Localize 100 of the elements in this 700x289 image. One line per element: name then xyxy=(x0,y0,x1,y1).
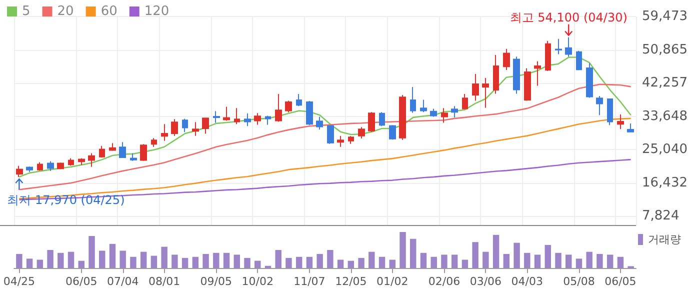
candlestick xyxy=(337,135,344,148)
bar xyxy=(596,254,603,268)
line-series xyxy=(18,56,632,178)
bar xyxy=(120,250,126,268)
candlestick xyxy=(202,118,209,134)
bar xyxy=(472,242,478,268)
candlestick xyxy=(410,86,416,114)
candlestick xyxy=(234,108,240,125)
candlestick xyxy=(493,54,499,94)
candlestick xyxy=(78,158,85,166)
candlestick xyxy=(617,114,624,130)
x-tick-label: 04/03 xyxy=(511,275,543,288)
candlestick xyxy=(627,122,634,132)
candlestick xyxy=(430,108,437,118)
x-tick-label: 11/07 xyxy=(294,275,326,288)
bar xyxy=(566,254,572,268)
candlestick xyxy=(513,56,520,94)
candlestick xyxy=(99,145,105,158)
bar xyxy=(202,254,209,268)
candlestick xyxy=(151,138,157,148)
bar xyxy=(78,260,84,268)
legend-label: 20 xyxy=(57,4,74,19)
candlestick xyxy=(68,158,74,166)
bar xyxy=(254,260,261,268)
bar xyxy=(586,252,592,268)
candlestick xyxy=(462,94,468,110)
candlestick xyxy=(171,118,178,136)
candlestick xyxy=(275,94,282,122)
candlestick xyxy=(254,112,261,126)
candlestick xyxy=(213,110,220,124)
bar xyxy=(514,242,520,268)
x-tick-label: 03/06 xyxy=(470,275,502,288)
x-tick-label: 07/04 xyxy=(107,275,139,288)
line-series xyxy=(18,84,632,190)
candlestick xyxy=(607,98,613,126)
bar xyxy=(441,254,448,268)
bar xyxy=(150,256,158,268)
bar xyxy=(358,258,364,268)
bar xyxy=(109,244,116,268)
bar xyxy=(192,256,199,268)
y-tick-label: 42,257 xyxy=(642,76,688,91)
y-tick-label: 59,473 xyxy=(642,9,688,24)
legend-label: 5 xyxy=(22,4,30,19)
candlestick xyxy=(57,162,64,170)
bar xyxy=(378,256,386,268)
bar xyxy=(617,256,624,268)
bar xyxy=(275,250,282,268)
bar xyxy=(244,258,250,268)
y-tick-label: 50,865 xyxy=(642,42,688,58)
y-tick-label: 7,824 xyxy=(642,208,680,224)
candlestick xyxy=(576,50,582,71)
bar xyxy=(576,258,582,268)
bar xyxy=(482,252,489,268)
candlestick xyxy=(192,122,199,136)
bar xyxy=(182,258,188,268)
bar xyxy=(316,254,323,268)
bar xyxy=(286,258,292,268)
bar xyxy=(99,250,106,268)
candlestick xyxy=(534,60,541,86)
candlestick xyxy=(399,94,406,140)
bar xyxy=(88,236,95,268)
candlestick xyxy=(316,116,323,130)
candlestick xyxy=(306,100,313,126)
x-tick-label: 12/05 xyxy=(335,275,367,288)
candlestick xyxy=(596,96,603,116)
candlestick xyxy=(451,106,458,118)
x-tick-label: 04/25 xyxy=(3,275,36,288)
candlestick xyxy=(389,124,396,140)
bar xyxy=(172,254,178,268)
candlestick xyxy=(130,152,137,162)
bar xyxy=(555,252,562,268)
annotation: 최고 54,100 (04/30) xyxy=(510,10,628,24)
bar xyxy=(337,260,344,268)
x-tick-label: 09/05 xyxy=(200,275,232,288)
candlestick xyxy=(16,165,23,178)
bar xyxy=(368,252,375,268)
bar xyxy=(503,254,510,268)
x-tick-label: 08/01 xyxy=(148,275,180,288)
bar xyxy=(524,252,530,268)
candlestick xyxy=(555,38,562,55)
candlestick xyxy=(524,68,531,102)
y-tick-label: 16,432 xyxy=(642,175,688,190)
candlestick xyxy=(37,162,43,172)
candlestick xyxy=(296,94,302,107)
candlestick xyxy=(140,144,147,162)
bar xyxy=(430,256,437,268)
bar xyxy=(544,244,551,268)
bar xyxy=(462,260,468,268)
candlestick xyxy=(223,106,230,122)
bar xyxy=(306,256,313,268)
bar xyxy=(58,252,64,268)
candlestick xyxy=(379,112,385,127)
bar xyxy=(606,254,614,268)
bar xyxy=(327,250,334,268)
bar xyxy=(348,260,354,268)
candlestick xyxy=(482,78,489,108)
candlestick xyxy=(503,48,510,70)
candlestick xyxy=(109,142,116,152)
candlestick xyxy=(565,36,572,58)
y-tick-label: 33,648 xyxy=(642,108,688,124)
